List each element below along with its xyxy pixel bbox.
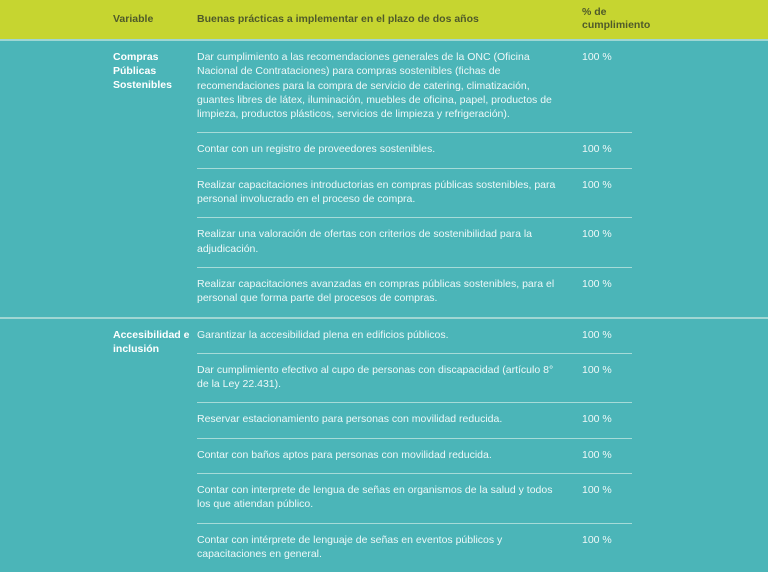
table-row: Realizar capacitaciones introductorias e… [197, 167, 632, 218]
practice-text: Contar con baños aptos para personas con… [197, 448, 492, 461]
table-header: Variable Buenas prácticas a implementar … [0, 0, 768, 41]
practice-text: Reservar estacionamiento para personas c… [197, 413, 503, 426]
table-row: Contar con baños aptos para personas con… [197, 437, 632, 473]
percent-value: 100 % [582, 143, 612, 156]
header-variable: Variable [113, 13, 154, 25]
percent-value: 100 % [582, 533, 612, 546]
percent-value: 100 % [582, 413, 612, 426]
practice-text: Garantizar la accesibilidad plena en edi… [197, 328, 449, 341]
variable-label: Accesibilidad e inclusión [113, 328, 190, 355]
percent-value: 100 % [582, 51, 612, 63]
percent-value: 100 % [582, 328, 612, 341]
table-row: Contar con intérprete de lenguaje de señ… [197, 522, 632, 572]
practice-text: Contar con un registro de proveedores so… [197, 143, 436, 156]
table-row: Contar con un registro de proveedores so… [197, 132, 632, 167]
table-row: Garantizar la accesibilidad plena en edi… [197, 319, 632, 353]
percent-value: 100 % [582, 228, 612, 241]
section-accesibilidad: Accesibilidad e inclusión Garantizar la … [0, 319, 768, 572]
percent-value: 100 % [582, 178, 612, 191]
percent-value: 100 % [582, 363, 612, 376]
header-percent: % de cumplimiento [582, 6, 651, 31]
table-row: Realizar una valoración de ofertas con c… [197, 217, 632, 267]
practice-text: Realizar capacitaciones avanzadas en com… [197, 277, 555, 305]
table-row: Dar cumplimiento a las recomendaciones g… [197, 41, 632, 132]
percent-value: 100 % [582, 448, 612, 461]
practice-text: Dar cumplimiento a las recomendaciones g… [197, 51, 552, 121]
percent-value: 100 % [582, 277, 612, 290]
practice-text: Dar cumplimiento efectivo al cupo de per… [197, 363, 554, 391]
practice-text: Contar con intérprete de lenguaje de señ… [197, 533, 503, 560]
practice-text: Contar con interprete de lengua de señas… [197, 484, 553, 511]
section-compras: Compras Públicas Sostenibles Dar cumplim… [0, 41, 768, 319]
percent-value: 100 % [582, 484, 612, 497]
header-practices: Buenas prácticas a implementar en el pla… [197, 13, 479, 25]
table-row: Contar con interprete de lengua de señas… [197, 473, 632, 523]
table-row: Reservar estacionamiento para personas c… [197, 402, 632, 437]
variable-label: Compras Públicas Sostenibles [113, 51, 172, 91]
table-row: Realizar capacitaciones avanzadas en com… [197, 266, 632, 317]
practice-text: Realizar capacitaciones introductorias e… [197, 178, 556, 206]
practice-text: Realizar una valoración de ofertas con c… [197, 228, 533, 255]
table-row: Dar cumplimiento efectivo al cupo de per… [197, 352, 632, 403]
